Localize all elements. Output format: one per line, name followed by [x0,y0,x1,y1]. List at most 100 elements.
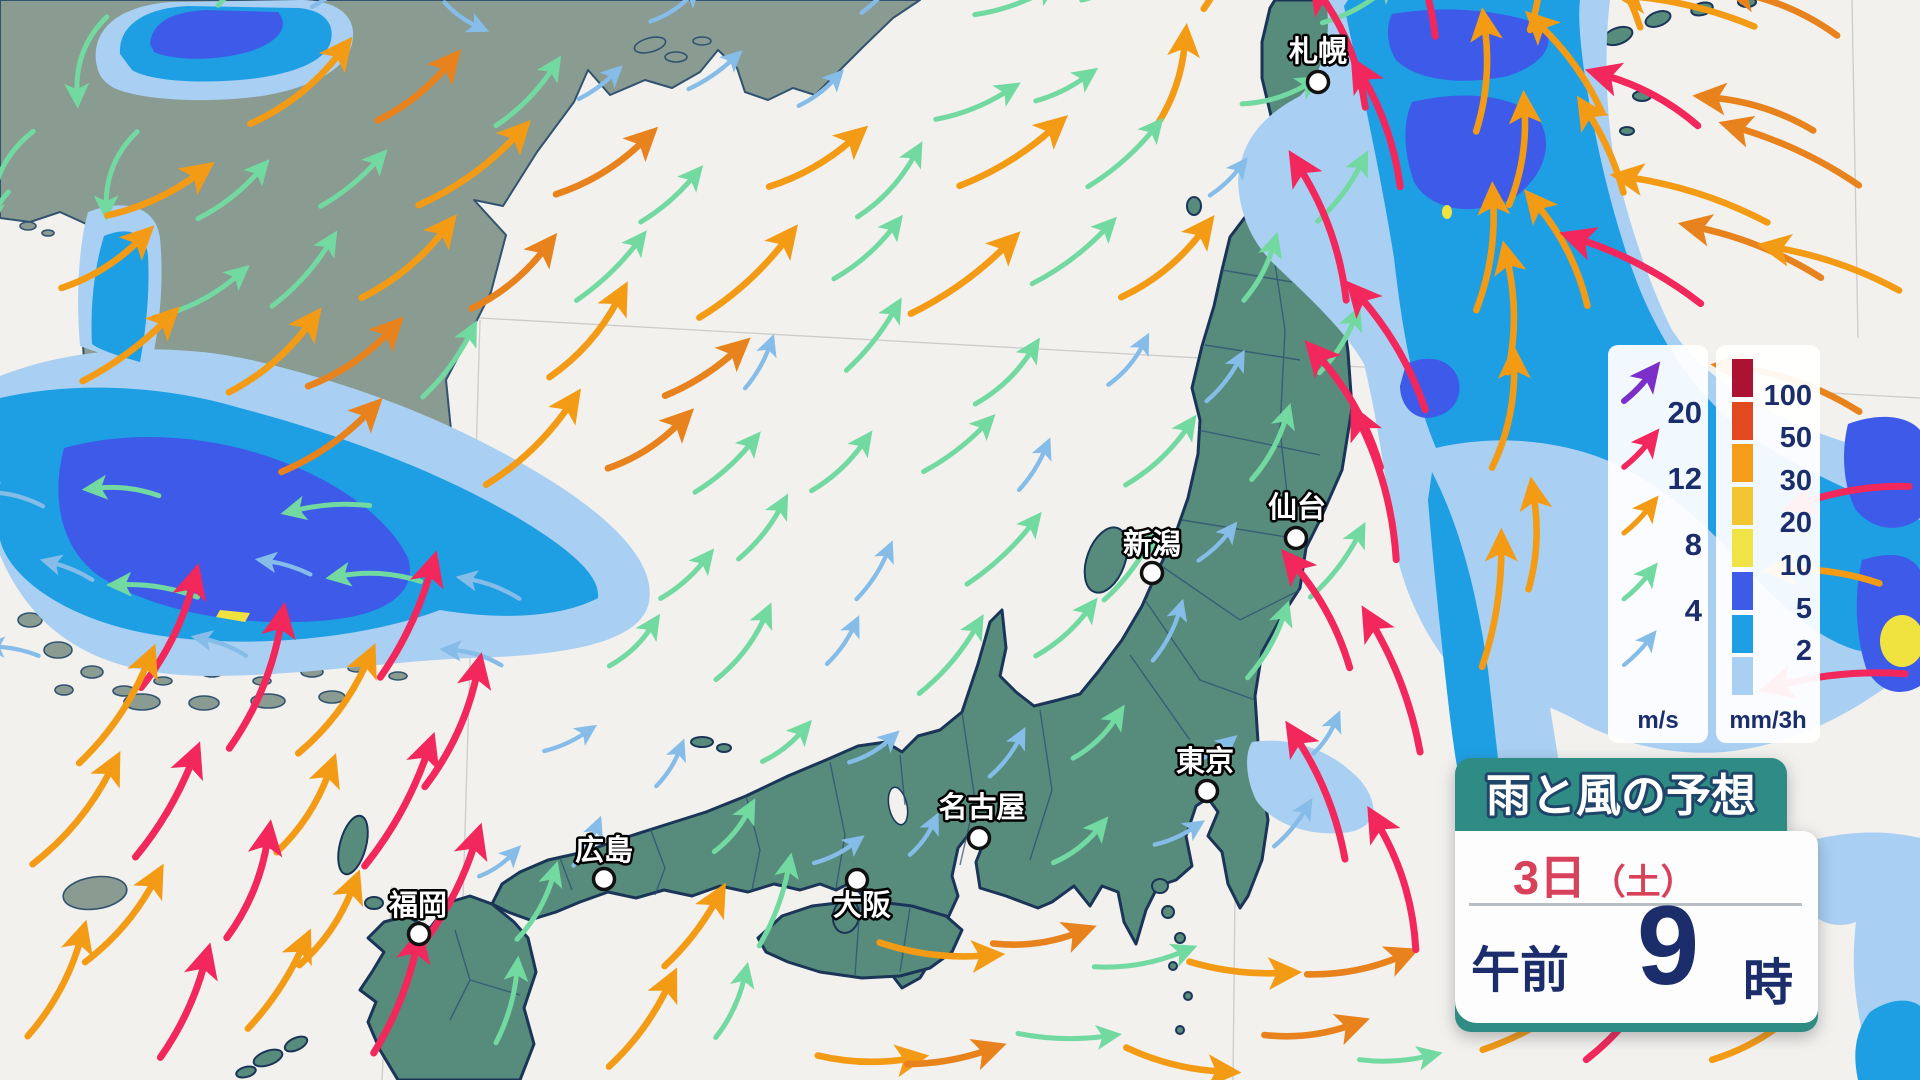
wind-speed-arrow-icon [1621,562,1658,602]
wind-legend-unit: m/s [1637,707,1679,734]
forecast-title-banner: 雨と風の予想 [1455,758,1787,831]
wind-arrow [318,149,388,209]
wind-arrow [1621,495,1659,536]
wind-arrow [0,482,46,509]
city-label: 新潟 [1123,528,1181,561]
wind-arrow [542,724,598,754]
wind-arrow [1576,95,1627,196]
wind-arrow [273,753,340,856]
wind-arrow [742,333,777,391]
wind-arrow [546,281,628,381]
forecast-body-frame: 3日 （土） 午前 9 時 [1455,831,1818,1032]
wind-arrow [1559,227,1705,308]
wind-arrow [482,388,582,489]
wind-arrow [1621,428,1660,470]
wind-arrow [468,232,558,312]
wind-arrow [552,126,659,198]
wind-arrow [514,860,563,942]
kyushu [358,894,538,1080]
wind-arrow [1245,600,1293,681]
wind-arrow [225,307,322,396]
wind-legend-item [1616,621,1700,687]
city-label: 福岡 [388,889,447,922]
wind-arrow [1091,943,1198,970]
wind-arrow [1280,548,1354,672]
wind-arrow [661,882,726,970]
wind-arrow [606,613,661,669]
precip-legend: 100 50 30 20 10 5 2 mm/3h [1716,345,1820,743]
wind-arrow [571,815,604,868]
wind-arrow [574,230,647,303]
wind-arrow [1488,344,1531,471]
wind-arrow [1241,231,1283,303]
city-label: 仙台 [1268,490,1326,524]
wind-arrow [415,119,531,209]
wind-arrow [1123,414,1197,488]
wind-arrow [661,337,751,400]
wind-arrow [132,741,203,861]
wind-arrow [269,230,338,309]
wind-arrow [0,189,11,279]
wind-arrow [1381,0,1439,40]
wind-arrow [225,601,296,752]
forecast-date: 3日 （土） [1513,839,1696,908]
wind-arrow [1249,403,1295,482]
wind-arrow [1525,10,1606,116]
wind-arrow [1154,23,1200,128]
wind-legend-item: 12 [1616,423,1702,496]
wind-arrow [921,414,996,475]
wind-arrow [420,320,477,400]
wind-speed-legend: 20 12 8 4 m/s [1608,345,1708,743]
forecast-date-day: 3日 [1513,851,1587,904]
wind-arrow [1033,67,1099,104]
wind-arrow [658,548,715,601]
wind-arrow [1519,476,1553,593]
wind-arrow [493,55,562,129]
prefecture-borders [449,229,1321,1021]
precip-color-swatch [1732,657,1753,696]
wind-arrow [294,643,377,757]
precip-legend-value: 10 [1779,550,1812,582]
precip-color-swatch [1732,572,1753,610]
wind-arrow [1288,150,1350,304]
wind-arrow [1473,181,1511,314]
wind-arrow [1308,0,1369,111]
city-dot [406,921,432,947]
wind-arrow [376,550,444,681]
city-label: 名古屋 [938,791,1025,824]
wind-arrow [811,835,865,866]
wind-arrow [1207,157,1248,198]
city-dot [966,825,992,851]
wind-arrow [1123,1044,1242,1080]
city-label: 大阪 [833,889,891,922]
wind-arrow [713,602,773,683]
wind-arrow [1285,720,1349,863]
wind-legend-value: 4 [1684,593,1702,628]
wind-arrow [916,614,984,696]
wind-arrow [964,511,1042,587]
wind-arrow [876,939,1006,973]
wind-arrow [39,554,95,582]
wind-arrow [374,49,462,124]
wind-arrow [361,731,440,870]
wind-arrow [244,928,312,1032]
wind-arrow [843,297,902,373]
wind-arrow [711,798,756,855]
wind-arrow [1478,527,1518,671]
wind-arrow [79,306,180,385]
wind-arrow [310,0,356,10]
wind-arrow [1523,189,1591,310]
wind-arrow [1722,0,1841,39]
city-label: 札幌 [1289,35,1347,68]
wind-arrow [1319,0,1398,26]
wind-arrow [1350,403,1400,564]
wind-arrow [713,961,755,1040]
wind-arrow [93,129,140,221]
wind-arrow [156,942,218,1061]
wind-arrow [1015,1025,1122,1050]
precip-legend-value: 100 [1763,379,1812,412]
wind-arrow [903,1038,1007,1071]
wind-speed-arrow-icon [1621,495,1659,536]
wind-legend-value: 8 [1684,527,1702,562]
